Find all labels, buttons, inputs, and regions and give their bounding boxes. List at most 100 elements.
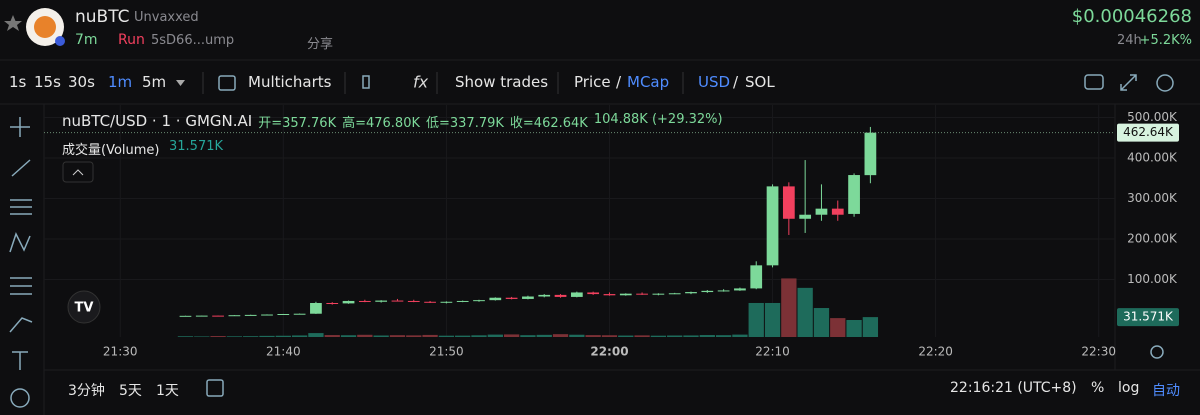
collapse-icon: [72, 169, 84, 176]
candle-icon[interactable]: [362, 75, 370, 89]
candle-body: [734, 288, 746, 291]
candle-body: [407, 300, 420, 302]
volume-bar: [291, 335, 308, 337]
volume-bar: [667, 335, 683, 337]
candle-body: [554, 294, 567, 297]
volume-bar: [455, 335, 471, 337]
sol-toggle[interactable]: SOL: [745, 73, 775, 91]
collapse-button[interactable]: [62, 161, 94, 183]
percent-toggle[interactable]: %: [1091, 380, 1105, 396]
volume-bar: [650, 335, 667, 337]
caret[interactable]: [176, 80, 185, 86]
interval[interactable]: 1s: [9, 73, 27, 91]
y-tick-label: 400.00K: [1127, 151, 1178, 165]
mcap-toggle[interactable]: MCap: [627, 73, 670, 91]
tv-logo-text: TV: [75, 301, 94, 316]
interval[interactable]: 1m: [108, 73, 133, 91]
candle-body: [685, 292, 697, 294]
slash: /: [733, 73, 739, 91]
symbol: nuBTC/USD · 1 · GMGN.AI: [62, 112, 253, 130]
pattern-tool[interactable]: [9, 232, 31, 253]
volume-bar: [471, 335, 487, 337]
multicharts-button[interactable]: Multicharts: [248, 73, 332, 91]
candle-body: [440, 301, 453, 303]
candle-body: [261, 314, 273, 316]
settings-icon[interactable]: [1156, 74, 1174, 92]
volume-bar: [438, 335, 455, 337]
x-tick-label: 21:40: [266, 345, 301, 359]
volume-bar: [194, 336, 210, 337]
volume-bar: [210, 336, 226, 337]
volume-bar: [618, 335, 634, 337]
line-tool[interactable]: [11, 159, 31, 177]
volume-bar: [275, 335, 291, 337]
legend-high: 高=476.80K: [342, 116, 420, 131]
volume-bar: [340, 335, 357, 337]
avatar-badge: [55, 36, 65, 46]
candle-body: [375, 300, 388, 302]
candle-body: [473, 300, 485, 302]
settings-icon[interactable]: [1150, 345, 1164, 359]
add-icon[interactable]: [218, 75, 236, 91]
usd-toggle[interactable]: USD: [698, 73, 731, 91]
token-address[interactable]: 5sD66...ump: [151, 33, 235, 48]
last-volume-label: 31.571K: [1123, 310, 1174, 324]
fx-icon[interactable]: fx: [413, 73, 429, 92]
token-name: nuBTC: [75, 7, 130, 27]
candle-body: [750, 265, 763, 289]
candle-body: [766, 186, 779, 266]
volume-bar: [243, 336, 259, 337]
volume-bar: [830, 318, 846, 337]
brush-tool[interactable]: [9, 317, 33, 333]
emoji-tool[interactable]: [10, 388, 30, 408]
range-button[interactable]: 1天: [156, 383, 179, 399]
star-icon[interactable]: [4, 15, 22, 31]
x-tick-label: 22:30: [1081, 345, 1116, 359]
compare-icon[interactable]: [206, 379, 224, 397]
volume-bar: [634, 335, 650, 337]
volume-bar: [324, 335, 340, 337]
volume-bar: [373, 335, 389, 337]
auto-toggle[interactable]: 自动: [1152, 383, 1180, 399]
show-trades-button[interactable]: Show trades: [455, 73, 549, 91]
candle-body: [228, 315, 241, 317]
interval[interactable]: 15s: [34, 73, 61, 91]
y-tick-label: 200.00K: [1127, 232, 1178, 246]
volume-bar: [177, 336, 194, 337]
tv-logo[interactable]: [67, 290, 101, 324]
volume-bar: [569, 334, 585, 337]
candle-body: [717, 290, 730, 292]
slash: /: [616, 73, 622, 91]
candle-body: [179, 315, 192, 317]
candle-body: [701, 290, 714, 293]
x-tick-label: 22:10: [755, 345, 790, 359]
volume-bar: [683, 335, 699, 337]
interval[interactable]: 30s: [68, 73, 95, 91]
price-toggle[interactable]: Price: [574, 73, 611, 91]
clock: 22:16:21 (UTC+8): [950, 380, 1077, 396]
candle-body: [570, 292, 583, 297]
interval[interactable]: 5m: [142, 73, 167, 91]
candle-body: [538, 294, 551, 297]
text-tool[interactable]: [12, 351, 28, 370]
range-button[interactable]: 3分钟: [68, 383, 105, 399]
candle-body: [815, 208, 828, 215]
share-button[interactable]: 分享: [307, 37, 334, 52]
fib-tool[interactable]: [10, 277, 32, 295]
range-button[interactable]: 5天: [119, 383, 142, 399]
token-age: 7m: [75, 32, 98, 48]
token-status: Run: [118, 32, 145, 48]
current-price: $0.00046268: [1071, 6, 1192, 27]
plot: 100.00K 200.00K 300.00K 400.00K 500.00K 21:30…: [44, 105, 1179, 359]
channel-tool[interactable]: [10, 199, 32, 215]
y-tick-label: 300.00K: [1127, 191, 1178, 205]
volume-bar: [732, 334, 748, 337]
volume-bar: [389, 335, 406, 337]
screenshot-icon[interactable]: [1084, 74, 1104, 90]
volume-bar: [308, 333, 324, 337]
volume-bar: [487, 334, 503, 337]
fullscreen-icon[interactable]: [1120, 74, 1137, 91]
log-toggle[interactable]: log: [1118, 380, 1140, 396]
